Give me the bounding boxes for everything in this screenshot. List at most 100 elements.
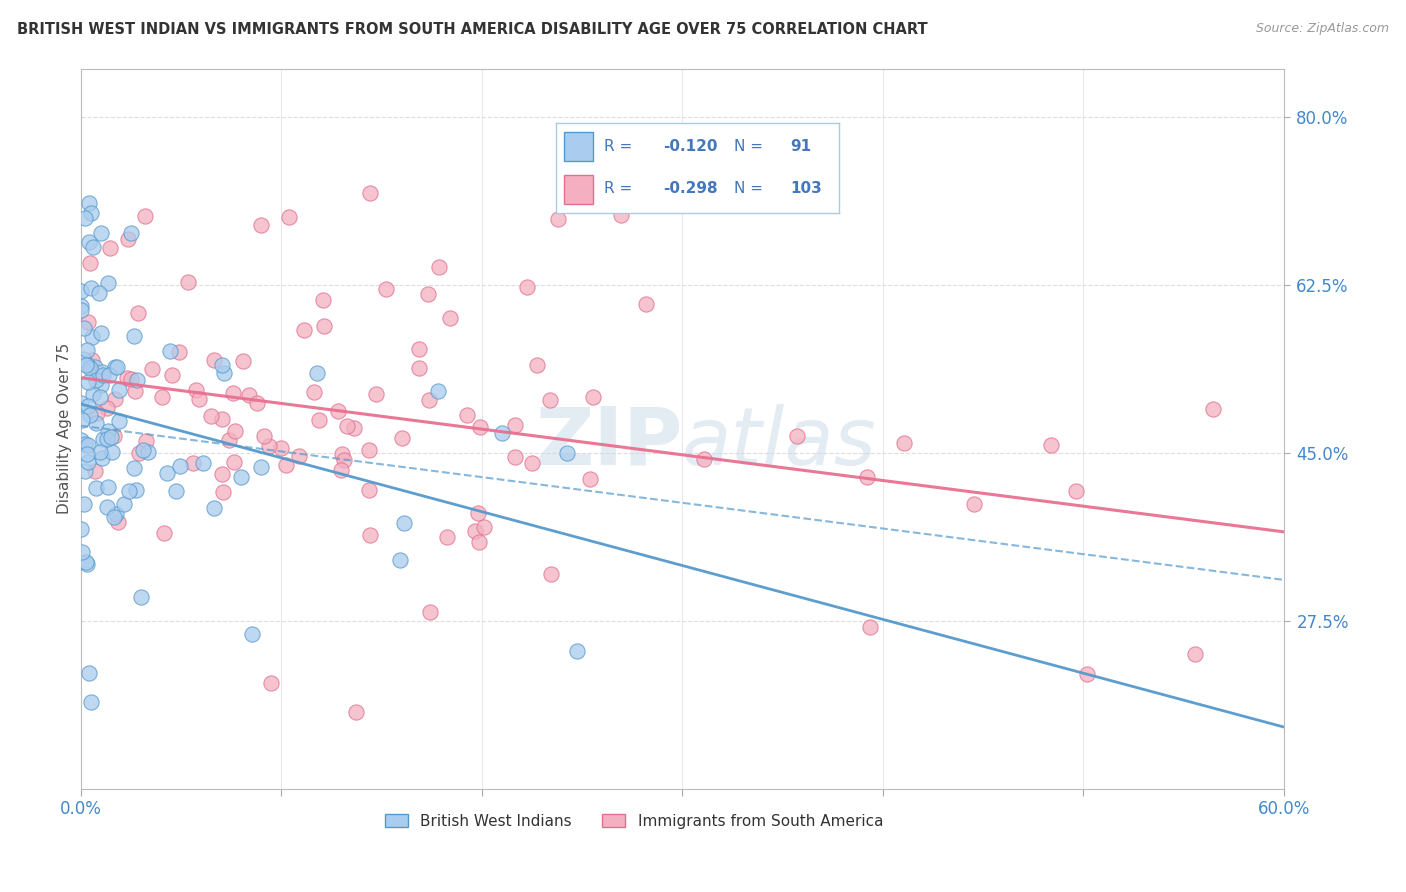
Point bbox=[132, 443, 155, 458]
Text: ZIP: ZIP bbox=[534, 404, 682, 482]
Point bbox=[245, 396, 267, 410]
Point bbox=[464, 524, 486, 538]
Point bbox=[312, 293, 335, 308]
Point bbox=[76, 447, 98, 461]
Point bbox=[609, 207, 631, 221]
Point bbox=[159, 343, 181, 358]
Point bbox=[73, 436, 96, 450]
Point bbox=[855, 469, 877, 483]
Text: BRITISH WEST INDIAN VS IMMIGRANTS FROM SOUTH AMERICA DISABILITY AGE OVER 75 CORR: BRITISH WEST INDIAN VS IMMIGRANTS FROM S… bbox=[17, 22, 928, 37]
Text: atlas: atlas bbox=[682, 404, 877, 482]
Point bbox=[314, 318, 336, 333]
Point bbox=[73, 320, 96, 334]
Point bbox=[257, 439, 280, 453]
Point bbox=[103, 428, 125, 442]
Point bbox=[73, 497, 96, 511]
Point bbox=[302, 385, 325, 400]
Point bbox=[1202, 401, 1225, 416]
Legend: British West Indians, Immigrants from South America: British West Indians, Immigrants from So… bbox=[380, 807, 889, 835]
Point bbox=[141, 362, 163, 376]
Point bbox=[858, 620, 880, 634]
Point bbox=[86, 417, 108, 431]
Point bbox=[77, 235, 100, 250]
Point bbox=[693, 452, 716, 467]
Point bbox=[270, 442, 292, 456]
Point bbox=[963, 497, 986, 511]
Text: Source: ZipAtlas.com: Source: ZipAtlas.com bbox=[1256, 22, 1389, 36]
Point bbox=[636, 297, 658, 311]
Point bbox=[125, 483, 148, 497]
Point bbox=[260, 676, 283, 690]
Point bbox=[76, 455, 98, 469]
Point bbox=[540, 566, 562, 581]
Point bbox=[439, 311, 461, 326]
Point bbox=[408, 342, 430, 356]
Point bbox=[503, 417, 526, 432]
Point bbox=[96, 500, 118, 514]
Point bbox=[222, 385, 245, 400]
Point bbox=[389, 553, 412, 567]
Point bbox=[278, 211, 301, 225]
Point bbox=[77, 666, 100, 681]
Point bbox=[79, 361, 101, 376]
Point bbox=[211, 358, 233, 372]
Point bbox=[105, 360, 128, 375]
Point bbox=[100, 430, 122, 444]
Point bbox=[332, 447, 354, 461]
Point bbox=[467, 506, 489, 520]
Point bbox=[359, 528, 381, 542]
Point bbox=[105, 507, 128, 521]
Point bbox=[274, 458, 297, 472]
Point bbox=[89, 390, 111, 404]
Point bbox=[202, 353, 225, 368]
Point bbox=[238, 388, 260, 402]
Point bbox=[96, 401, 118, 415]
Point bbox=[97, 276, 120, 290]
Point bbox=[96, 432, 118, 446]
Point bbox=[150, 391, 173, 405]
Point bbox=[336, 419, 359, 434]
Point bbox=[408, 361, 430, 376]
Point bbox=[70, 433, 93, 447]
Point bbox=[343, 420, 366, 434]
Point bbox=[520, 456, 543, 470]
Point bbox=[211, 411, 233, 425]
Point bbox=[202, 500, 225, 515]
Point bbox=[250, 459, 273, 474]
Point bbox=[249, 219, 271, 233]
Point bbox=[169, 458, 191, 473]
Point bbox=[177, 276, 200, 290]
Point bbox=[82, 353, 104, 368]
Point bbox=[165, 484, 187, 499]
Point bbox=[305, 366, 328, 380]
Point bbox=[82, 387, 104, 401]
Point bbox=[90, 326, 112, 341]
Point bbox=[90, 378, 112, 392]
Point bbox=[555, 446, 578, 460]
Point bbox=[112, 497, 135, 511]
Point bbox=[181, 456, 204, 470]
Point bbox=[505, 450, 527, 464]
Point bbox=[468, 420, 491, 434]
Point bbox=[104, 359, 127, 374]
Point bbox=[97, 368, 120, 382]
Point bbox=[117, 231, 139, 245]
Point bbox=[426, 384, 449, 398]
Point bbox=[79, 409, 101, 423]
Point bbox=[117, 483, 139, 498]
Point bbox=[1040, 438, 1063, 452]
Point bbox=[80, 281, 103, 295]
Point bbox=[128, 446, 150, 460]
Point bbox=[122, 329, 145, 343]
Point bbox=[308, 412, 330, 426]
Point bbox=[84, 373, 107, 387]
Point bbox=[136, 444, 159, 458]
Point bbox=[1184, 647, 1206, 661]
Point bbox=[134, 209, 156, 223]
Point bbox=[120, 372, 142, 386]
Point bbox=[79, 695, 101, 709]
Y-axis label: Disability Age Over 75: Disability Age Over 75 bbox=[58, 343, 72, 514]
Point bbox=[156, 466, 179, 480]
Point bbox=[73, 464, 96, 478]
Point bbox=[565, 644, 588, 658]
